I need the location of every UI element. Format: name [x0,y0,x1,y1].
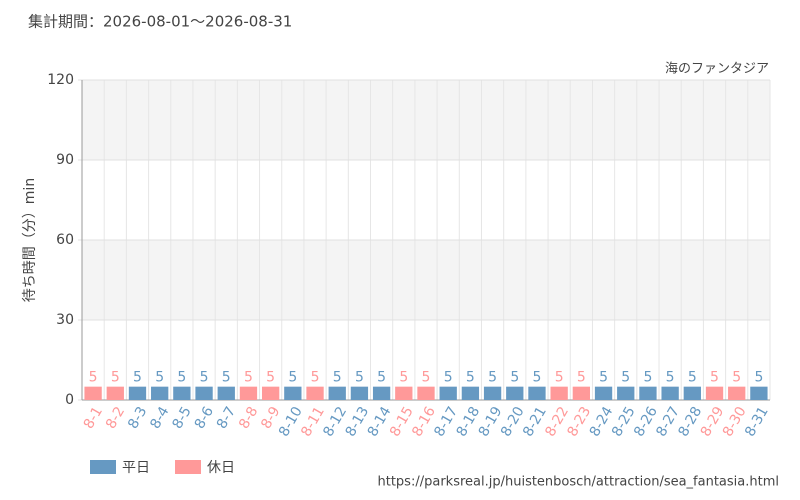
bar [728,386,746,400]
bar [151,386,169,400]
x-tick-label: 8-5 [170,404,195,432]
bar [661,386,679,400]
bar [372,386,391,400]
bar [417,386,435,400]
legend-label: 休日 [207,460,235,476]
bar [461,386,480,400]
data-label: 5 [666,370,675,386]
data-label: 5 [577,370,586,386]
legend-label: 平日 [122,460,150,476]
data-label: 5 [200,370,209,386]
data-label: 5 [355,370,364,386]
bar [639,386,657,400]
data-label: 5 [222,370,231,386]
bar [550,386,568,400]
bar [261,386,280,400]
x-tick-label: 8-3 [125,404,150,432]
legend-swatch [90,460,116,474]
bar [239,386,258,400]
bar [328,386,346,400]
data-label: 5 [510,370,519,386]
data-label: 5 [688,370,697,386]
bar [106,386,124,400]
x-tick-label: 8-6 [192,404,217,432]
data-label: 5 [444,370,453,386]
bar [284,386,302,400]
bar [594,386,613,400]
chart-title: 海のファンタジア [665,62,769,77]
grid-band [82,80,770,160]
data-label: 5 [732,370,741,386]
y-tick-label: 120 [47,72,74,88]
bar [173,386,191,400]
y-tick-label: 90 [56,152,74,168]
bar [483,386,502,400]
data-label: 5 [621,370,630,386]
chart-subtitle: 集計期間：2026-08-01～2026-08-31 [28,13,292,31]
data-label: 5 [399,370,408,386]
data-label: 5 [555,370,564,386]
data-label: 5 [754,370,763,386]
y-tick-label: 30 [56,312,74,328]
data-label: 5 [333,370,342,386]
data-label: 5 [466,370,475,386]
source-url: https://parksreal.jp/huistenbosch/attrac… [378,475,780,490]
y-axis-title: 待ち時間（分）min [22,178,38,302]
bar [128,386,147,400]
x-tick-label: 8-31 [742,404,772,440]
bar [217,386,235,400]
data-label: 5 [111,370,120,386]
bar [750,386,768,400]
grid-band [82,240,770,320]
data-label: 5 [288,370,297,386]
bar [350,386,369,400]
bar [439,386,457,400]
data-label: 5 [599,370,608,386]
data-label: 5 [311,370,320,386]
bar [683,386,701,400]
y-tick-label: 60 [56,232,74,248]
data-label: 5 [422,370,431,386]
data-label: 5 [488,370,497,386]
legend-swatch [175,460,201,474]
x-tick-label: 8-1 [81,404,106,432]
data-label: 5 [155,370,164,386]
bar [506,386,524,400]
bar [306,386,324,400]
bar [617,386,635,400]
data-label: 5 [266,370,275,386]
bar [395,386,413,400]
data-label: 5 [533,370,542,386]
bar [84,386,102,400]
bar [528,386,546,400]
data-label: 5 [710,370,719,386]
data-label: 5 [89,370,98,386]
bar [195,386,213,400]
data-label: 5 [643,370,652,386]
x-tick-label: 8-2 [103,404,128,432]
data-label: 5 [133,370,142,386]
bar [705,386,724,400]
y-tick-label: 0 [65,392,74,408]
x-tick-label: 8-4 [147,404,172,432]
x-tick-label: 8-8 [236,404,261,432]
data-label: 5 [244,370,253,386]
bar [572,386,591,400]
data-label: 5 [177,370,186,386]
x-tick-label: 8-7 [214,404,239,432]
data-label: 5 [377,370,386,386]
